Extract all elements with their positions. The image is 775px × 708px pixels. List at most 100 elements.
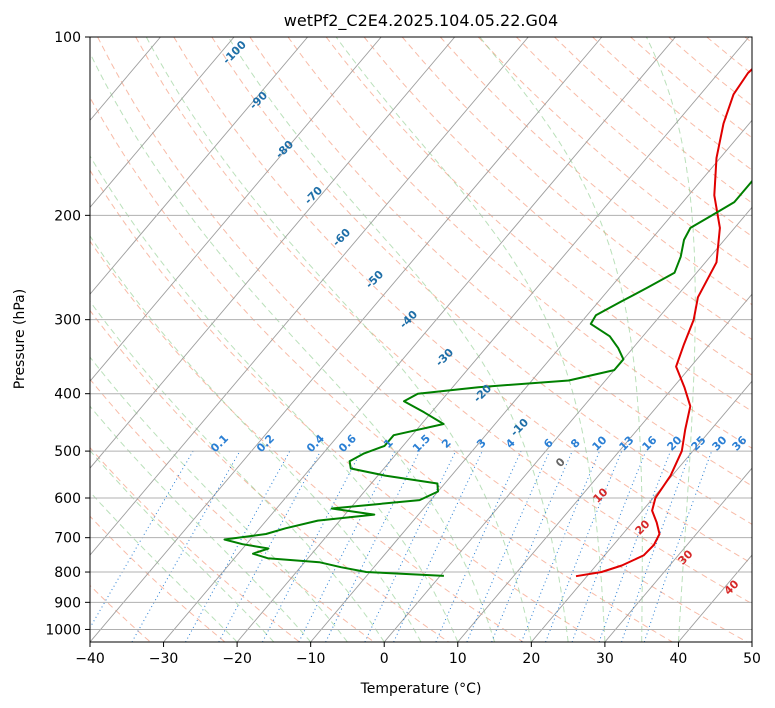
- moist-adiabat-line: [90, 300, 385, 642]
- mixing-ratio-line: [90, 450, 194, 629]
- isotherm-line: [90, 37, 456, 469]
- x-tick-label: 40: [670, 651, 688, 667]
- y-tick-label: 900: [54, 595, 81, 611]
- isotherm-line: [383, 206, 752, 642]
- axes: −40 −30 −20 −10 0 10 20 30 40 5010020030040050060…: [45, 30, 761, 667]
- x-tick-label: 50: [743, 651, 761, 667]
- x-tick-label: 0: [380, 651, 389, 667]
- mixing-ratio-label: 16: [640, 433, 660, 453]
- dry-adiabat-label: -40: [397, 308, 420, 331]
- dry-adiabat-label: -30: [433, 346, 456, 369]
- isotherm-line: [457, 293, 752, 642]
- isotherm-line: [90, 37, 382, 382]
- mixing-ratio-label: 8: [568, 436, 583, 451]
- mixing-ratio-line: [131, 450, 241, 642]
- mixing-ratio-line: [218, 450, 322, 642]
- mixing-ratio-line: [521, 450, 601, 642]
- dry-adiabat-label: -10: [508, 416, 531, 439]
- x-tick-label: 10: [449, 651, 467, 667]
- x-tick-label: −40: [75, 651, 105, 667]
- y-tick-label: 500: [54, 444, 81, 460]
- dry-adiabat-label: -70: [302, 184, 325, 207]
- temperature-profile-line: [575, 67, 752, 578]
- y-tick-label: 800: [54, 565, 81, 581]
- y-tick-label: 100: [54, 30, 81, 46]
- dry-adiabat-line: [97, 37, 748, 642]
- moist-adiabat-line: [335, 37, 606, 642]
- x-axis-label: Temperature (°C): [360, 681, 482, 697]
- moist-adiabat-line: [90, 449, 275, 642]
- dry-adiabat-line: [630, 37, 752, 139]
- mixing-ratio-line: [571, 450, 647, 642]
- moist-adiabat-line: [227, 37, 569, 642]
- isotherm-line: [90, 37, 603, 642]
- mixing-ratio-label: 3: [474, 436, 489, 451]
- mixing-ratio-label: 30: [710, 433, 730, 453]
- dry-adiabat-line: [211, 37, 752, 525]
- profile-series: [223, 67, 752, 578]
- x-tick-label: 20: [522, 651, 540, 667]
- isotherm-line: [163, 37, 676, 642]
- isotherm-line: [751, 641, 752, 642]
- dewpoint-profile-line: [223, 179, 752, 577]
- y-tick-label: 200: [54, 208, 81, 224]
- x-tick-label: 30: [596, 651, 614, 667]
- dry-adiabat-label: -50: [363, 268, 386, 291]
- mixing-ratio-line: [466, 450, 551, 642]
- dry-adiabat-line: [90, 169, 599, 642]
- dry-adiabat-line: [90, 584, 151, 642]
- dry-adiabat-line: [706, 37, 752, 75]
- mixing-ratio-label: 2: [439, 436, 454, 451]
- dry-adiabat-line: [90, 515, 226, 642]
- isotherm-line: [90, 37, 529, 556]
- dry-adiabat-label: -90: [247, 89, 270, 112]
- moist-adiabat-line: [90, 155, 459, 642]
- mixing-ratio-line: [298, 450, 396, 642]
- moist-adiabat-line: [90, 51, 496, 642]
- isotherm-line: [310, 119, 752, 642]
- dry-adiabat-line: [90, 240, 524, 642]
- dry-adiabat-line: [287, 37, 752, 449]
- line-labels: -100-90-80-70-60-50-40-30-20-10010203040…: [208, 38, 750, 598]
- mixing-ratio-label: 6: [541, 436, 556, 451]
- reference-lines: [90, 37, 752, 642]
- x-tick-label: −10: [296, 651, 326, 667]
- mixing-ratio-label: 10: [590, 433, 610, 453]
- isotherm-line: [530, 380, 752, 642]
- mixing-ratio-line: [435, 450, 522, 642]
- y-tick-label: 700: [54, 531, 81, 547]
- dry-adiabat-label: -100: [220, 38, 249, 67]
- x-tick-label: −30: [149, 651, 179, 667]
- isotherm-line: [90, 37, 308, 295]
- mixing-ratio-label: 1: [381, 436, 396, 451]
- mixing-ratio-line: [325, 450, 421, 642]
- dry-adiabat-line: [135, 37, 752, 605]
- moist-adiabat-label: 20: [633, 517, 653, 537]
- chart-title: wetPf2_C2E4.2025.104.05.22.G04: [284, 11, 558, 31]
- moist-adiabat-line: [145, 37, 532, 642]
- isotherm-line: [90, 37, 235, 208]
- isotherm-line: [678, 554, 752, 642]
- mixing-ratio-line: [491, 450, 573, 642]
- moist-adiabat-line: [90, 356, 348, 642]
- dry-adiabat-line: [249, 37, 752, 487]
- dry-adiabat-line: [325, 37, 752, 412]
- dry-adiabat-line: [90, 309, 449, 642]
- mixing-ratio-line: [621, 450, 692, 642]
- y-tick-label: 300: [54, 313, 81, 329]
- moist-adiabat-label: 40: [722, 577, 742, 597]
- moist-adiabat-line: [90, 235, 422, 642]
- dry-adiabat-line: [90, 96, 673, 642]
- moist-adiabat-label: 30: [676, 547, 696, 567]
- plot-frame: [89, 36, 753, 643]
- mixing-ratio-line: [262, 450, 362, 642]
- y-axis-label: Pressure (hPa): [12, 289, 28, 389]
- x-tick-label: −20: [222, 651, 252, 667]
- y-tick-label: 400: [54, 387, 81, 403]
- dry-adiabat-line: [439, 37, 752, 306]
- dry-adiabat-label: -20: [471, 382, 494, 405]
- isotherm-line: [604, 467, 752, 642]
- y-tick-label: 1000: [45, 622, 81, 638]
- moist-adiabat-line: [90, 405, 312, 642]
